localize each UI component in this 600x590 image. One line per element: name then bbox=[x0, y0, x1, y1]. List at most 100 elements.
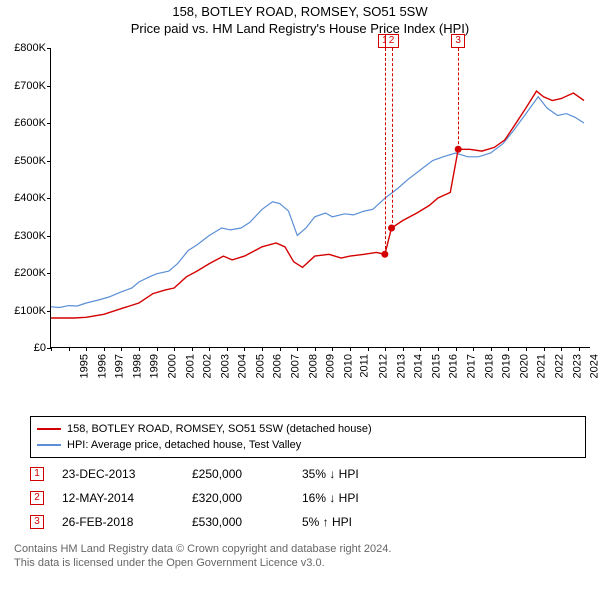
y-tick-label: £600K bbox=[14, 117, 46, 129]
x-tick-label: 1997 bbox=[114, 354, 126, 378]
legend-label-red: 158, BOTLEY ROAD, ROMSEY, SO51 5SW (deta… bbox=[67, 421, 372, 437]
footer: Contains HM Land Registry data © Crown c… bbox=[14, 542, 586, 570]
title-main: 158, BOTLEY ROAD, ROMSEY, SO51 5SW bbox=[0, 4, 600, 19]
table-row: 1 23-DEC-2013£250,00035% ↓ HPI bbox=[30, 462, 600, 486]
x-tick bbox=[508, 347, 509, 351]
legend-swatch-blue bbox=[37, 444, 61, 446]
y-tick bbox=[47, 236, 51, 237]
x-tick-label: 2000 bbox=[166, 354, 178, 378]
x-tick-label: 2018 bbox=[483, 354, 495, 378]
table-row-date: 23-DEC-2013 bbox=[62, 467, 192, 481]
x-tick-label: 2019 bbox=[501, 354, 513, 378]
x-tick-label: 2010 bbox=[342, 354, 354, 378]
x-tick bbox=[456, 347, 457, 351]
x-tick-label: 2005 bbox=[254, 354, 266, 378]
x-tick bbox=[315, 347, 316, 351]
x-tick bbox=[438, 347, 439, 351]
chart-lines bbox=[51, 48, 591, 348]
x-tick-label: 1996 bbox=[96, 354, 108, 378]
x-tick bbox=[86, 347, 87, 351]
title-sub: Price paid vs. HM Land Registry's House … bbox=[0, 21, 600, 36]
x-tick bbox=[385, 347, 386, 351]
x-tick-label: 2024 bbox=[589, 354, 600, 378]
x-tick-label: 2002 bbox=[202, 354, 214, 378]
x-tick-label: 2009 bbox=[325, 354, 337, 378]
x-tick bbox=[262, 347, 263, 351]
plot-area: 123 bbox=[50, 48, 590, 348]
x-tick bbox=[561, 347, 562, 351]
x-tick-label: 1999 bbox=[149, 354, 161, 378]
y-tick-label: £300K bbox=[14, 230, 46, 242]
title-block: 158, BOTLEY ROAD, ROMSEY, SO51 5SW Price… bbox=[0, 0, 600, 36]
x-tick bbox=[121, 347, 122, 351]
x-tick-label: 2021 bbox=[536, 354, 548, 378]
y-tick-label: £200K bbox=[14, 267, 46, 279]
x-tick bbox=[368, 347, 369, 351]
x-tick bbox=[280, 347, 281, 351]
y-tick bbox=[47, 161, 51, 162]
table-row-num: 3 bbox=[30, 515, 44, 529]
y-tick bbox=[47, 86, 51, 87]
x-tick-label: 2013 bbox=[395, 354, 407, 378]
sale-marker-box: 3 bbox=[451, 34, 465, 48]
table-row-hpi: 5% ↑ HPI bbox=[302, 515, 412, 529]
x-tick bbox=[526, 347, 527, 351]
x-tick bbox=[332, 347, 333, 351]
table-row: 3 26-FEB-2018£530,0005% ↑ HPI bbox=[30, 510, 600, 534]
y-tick-label: £100K bbox=[14, 305, 46, 317]
y-tick bbox=[47, 311, 51, 312]
series-hpi bbox=[51, 97, 584, 308]
y-tick bbox=[47, 273, 51, 274]
x-tick bbox=[244, 347, 245, 351]
x-tick-label: 2020 bbox=[518, 354, 530, 378]
table-row-date: 26-FEB-2018 bbox=[62, 515, 192, 529]
x-tick bbox=[209, 347, 210, 351]
sale-marker-dots bbox=[381, 146, 461, 258]
x-tick-label: 2001 bbox=[184, 354, 196, 378]
x-tick-label: 2011 bbox=[359, 354, 371, 378]
x-tick-label: 2008 bbox=[307, 354, 319, 378]
x-tick bbox=[473, 347, 474, 351]
y-tick bbox=[47, 123, 51, 124]
x-tick bbox=[157, 347, 158, 351]
x-tick bbox=[192, 347, 193, 351]
table-row-price: £250,000 bbox=[192, 467, 302, 481]
x-tick-label: 1995 bbox=[78, 354, 90, 378]
y-tick-label: £800K bbox=[14, 42, 46, 54]
legend: 158, BOTLEY ROAD, ROMSEY, SO51 5SW (deta… bbox=[30, 416, 586, 458]
x-tick bbox=[51, 347, 52, 351]
footer-line2: This data is licensed under the Open Gov… bbox=[14, 556, 586, 570]
legend-swatch-red bbox=[37, 428, 61, 430]
x-tick-label: 2023 bbox=[571, 354, 583, 378]
sales-table: 123-DEC-2013£250,00035% ↓ HPI212-MAY-201… bbox=[30, 462, 600, 534]
y-tick-label: £700K bbox=[14, 80, 46, 92]
table-row-price: £530,000 bbox=[192, 515, 302, 529]
x-tick-label: 2006 bbox=[272, 354, 284, 378]
table-row-price: £320,000 bbox=[192, 491, 302, 505]
x-tick bbox=[174, 347, 175, 351]
chart: 123 £0£100K£200K£300K£400K£500K£600K£700… bbox=[0, 36, 600, 414]
table-row-date: 12-MAY-2014 bbox=[62, 491, 192, 505]
x-tick bbox=[139, 347, 140, 351]
y-tick-label: £0 bbox=[34, 342, 46, 354]
x-tick-label: 2014 bbox=[413, 354, 425, 378]
table-row-hpi: 16% ↓ HPI bbox=[302, 491, 412, 505]
x-tick bbox=[297, 347, 298, 351]
table-row-hpi: 35% ↓ HPI bbox=[302, 467, 412, 481]
x-tick-label: 2016 bbox=[448, 354, 460, 378]
x-tick-label: 2022 bbox=[553, 354, 565, 378]
y-tick-label: £500K bbox=[14, 155, 46, 167]
x-tick-label: 2015 bbox=[430, 354, 442, 378]
x-tick bbox=[350, 347, 351, 351]
x-tick bbox=[579, 347, 580, 351]
x-tick bbox=[544, 347, 545, 351]
sale-marker-line bbox=[392, 48, 393, 228]
legend-label-blue: HPI: Average price, detached house, Test… bbox=[67, 437, 301, 453]
table-row-num: 1 bbox=[30, 467, 44, 481]
x-tick-label: 1998 bbox=[131, 354, 143, 378]
x-tick-label: 2017 bbox=[465, 354, 477, 378]
x-tick-label: 2012 bbox=[378, 354, 390, 378]
x-tick bbox=[227, 347, 228, 351]
x-tick bbox=[104, 347, 105, 351]
series-red bbox=[51, 91, 584, 318]
